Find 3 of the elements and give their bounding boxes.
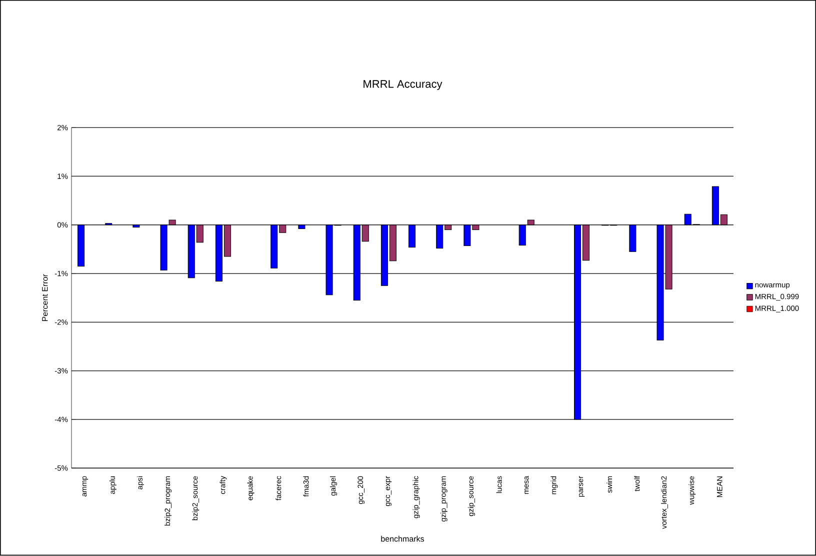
chart-title: MRRL Accuracy: [364, 80, 442, 90]
y-axis-title: Percent Error: [42, 274, 48, 322]
x-axis-title: benchmarks: [381, 536, 424, 542]
